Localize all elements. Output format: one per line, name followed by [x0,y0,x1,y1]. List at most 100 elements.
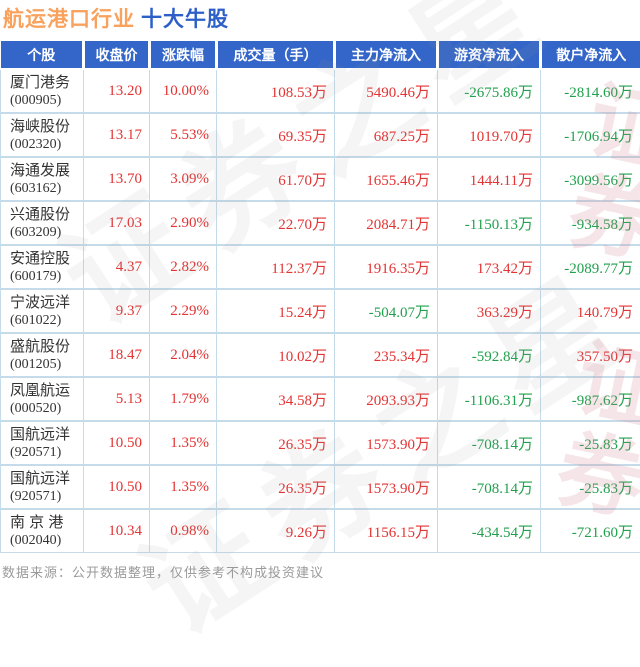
close-price-cell: 4.37 [84,245,150,289]
stock-code: (002320) [10,136,83,154]
table-row: 国航远洋 (920571) 10.50 1.35% 26.35万 1573.90… [1,421,640,465]
retail-inflow-cell: 357.50万 [541,333,640,377]
stock-code: (603209) [10,224,83,242]
speculative-inflow-cell: 1444.11万 [438,157,541,201]
stock-cell: 兴通股份 (603209) [1,201,84,245]
column-header-change: 涨跌幅 [150,41,217,69]
volume-cell: 22.70万 [217,201,335,245]
title-suffix-part: 十大牛股 [141,8,229,31]
stock-cell: 宁波远洋 (601022) [1,289,84,333]
main-inflow-cell: -504.07万 [335,289,438,333]
main-inflow-cell: 2093.93万 [335,377,438,421]
stock-name: 国航远洋 [10,425,83,444]
volume-cell: 26.35万 [217,421,335,465]
speculative-inflow-cell: -434.54万 [438,509,541,553]
retail-inflow-cell: -721.60万 [541,509,640,553]
stock-name: 盛航股份 [10,337,83,356]
close-price-cell: 18.47 [84,333,150,377]
retail-inflow-cell: -2814.60万 [541,69,640,113]
stock-name: 安通控股 [10,249,83,268]
retail-inflow-cell: -25.83万 [541,421,640,465]
close-price-cell: 10.34 [84,509,150,553]
main-inflow-cell: 1916.35万 [335,245,438,289]
stock-name: 海峡股份 [10,117,83,136]
volume-cell: 61.70万 [217,157,335,201]
retail-inflow-cell: -3099.56万 [541,157,640,201]
speculative-inflow-cell: -708.14万 [438,421,541,465]
change-percent-cell: 2.04% [150,333,217,377]
volume-cell: 108.53万 [217,69,335,113]
stock-cell: 海峡股份 (002320) [1,113,84,157]
table-row: 海峡股份 (002320) 13.17 5.53% 69.35万 687.25万… [1,113,640,157]
speculative-inflow-cell: 1019.70万 [438,113,541,157]
volume-cell: 9.26万 [217,509,335,553]
main-inflow-cell: 2084.71万 [335,201,438,245]
retail-inflow-cell: -934.58万 [541,201,640,245]
speculative-inflow-cell: -708.14万 [438,465,541,509]
stocks-table: 个股 收盘价 涨跌幅 成交量（手） 主力净流入 游资净流入 散户净流入 厦门港务… [0,41,640,553]
retail-inflow-cell: -987.62万 [541,377,640,421]
table-header-row: 个股 收盘价 涨跌幅 成交量（手） 主力净流入 游资净流入 散户净流入 [1,41,640,69]
stock-name: 国航远洋 [10,469,83,488]
main-inflow-cell: 235.34万 [335,333,438,377]
change-percent-cell: 2.82% [150,245,217,289]
column-header-main-inflow: 主力净流入 [335,41,438,69]
stock-name: 南 京 港 [10,513,83,532]
change-percent-cell: 2.90% [150,201,217,245]
stock-name: 厦门港务 [10,73,83,92]
close-price-cell: 13.17 [84,113,150,157]
main-inflow-cell: 1156.15万 [335,509,438,553]
change-percent-cell: 3.09% [150,157,217,201]
stock-name: 海通发展 [10,161,83,180]
volume-cell: 15.24万 [217,289,335,333]
volume-cell: 10.02万 [217,333,335,377]
stock-cell: 国航远洋 (920571) [1,465,84,509]
stock-code: (001205) [10,356,83,374]
close-price-cell: 13.70 [84,157,150,201]
column-header-speculative-inflow: 游资净流入 [438,41,541,69]
title-industry-part: 航运港口行业 [3,8,135,31]
change-percent-cell: 1.35% [150,465,217,509]
stock-code: (002040) [10,532,83,550]
main-inflow-cell: 687.25万 [335,113,438,157]
close-price-cell: 10.50 [84,421,150,465]
table-row: 凤凰航运 (000520) 5.13 1.79% 34.58万 2093.93万… [1,377,640,421]
main-inflow-cell: 1655.46万 [335,157,438,201]
close-price-cell: 17.03 [84,201,150,245]
speculative-inflow-cell: -1150.13万 [438,201,541,245]
table-row: 国航远洋 (920571) 10.50 1.35% 26.35万 1573.90… [1,465,640,509]
main-inflow-cell: 1573.90万 [335,421,438,465]
table-row: 安通控股 (600179) 4.37 2.82% 112.37万 1916.35… [1,245,640,289]
speculative-inflow-cell: -592.84万 [438,333,541,377]
column-header-close: 收盘价 [84,41,150,69]
change-percent-cell: 0.98% [150,509,217,553]
column-header-stock: 个股 [1,41,84,69]
close-price-cell: 5.13 [84,377,150,421]
change-percent-cell: 5.53% [150,113,217,157]
column-header-retail-inflow: 散户净流入 [541,41,640,69]
speculative-inflow-cell: 173.42万 [438,245,541,289]
stock-name: 兴通股份 [10,205,83,224]
retail-inflow-cell: -1706.94万 [541,113,640,157]
stock-cell: 南 京 港 (002040) [1,509,84,553]
stock-code: (603162) [10,180,83,198]
change-percent-cell: 2.29% [150,289,217,333]
table-row: 厦门港务 (000905) 13.20 10.00% 108.53万 5490.… [1,69,640,113]
table-row: 南 京 港 (002040) 10.34 0.98% 9.26万 1156.15… [1,509,640,553]
retail-inflow-cell: 140.79万 [541,289,640,333]
speculative-inflow-cell: 363.29万 [438,289,541,333]
close-price-cell: 9.37 [84,289,150,333]
stock-cell: 凤凰航运 (000520) [1,377,84,421]
speculative-inflow-cell: -1106.31万 [438,377,541,421]
stock-code: (920571) [10,444,83,462]
stock-code: (601022) [10,312,83,330]
column-header-volume: 成交量（手） [217,41,335,69]
close-price-cell: 10.50 [84,465,150,509]
close-price-cell: 13.20 [84,69,150,113]
volume-cell: 69.35万 [217,113,335,157]
stock-code: (000520) [10,400,83,418]
stock-code: (000905) [10,92,83,110]
data-source-note: 数据来源：公开数据整理，仅供参考不构成投资建议 [2,562,640,581]
page-title: 航运港口行业十大牛股 [3,7,640,33]
table-row: 宁波远洋 (601022) 9.37 2.29% 15.24万 -504.07万… [1,289,640,333]
